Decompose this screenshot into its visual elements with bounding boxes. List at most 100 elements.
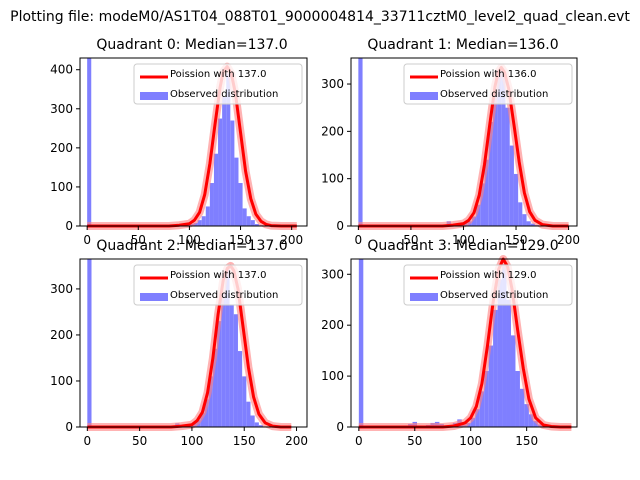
histogram-bar [530,223,535,226]
legend-hist-swatch [140,92,168,100]
legend-box [403,264,573,306]
histogram-bar [205,206,210,226]
legend-fit-label: Poission with 137.0 [170,270,266,281]
histogram-bar [237,351,243,427]
histogram-bar [358,58,363,226]
histogram-bar [515,371,520,427]
legend-box [403,63,573,105]
histogram-bar [197,220,202,226]
x-tick-label: 0 [355,434,363,448]
histogram-bar [519,388,525,427]
subplot-quadrant-2: Quadrant 2: Median=137.0 0 50 100 150 200 0 10… [50,238,308,448]
histogram-bar [513,173,519,226]
histogram-bar [193,222,198,226]
histogram-bar [488,121,493,226]
histogram-bar [488,345,494,427]
histogram-bar [502,264,507,427]
y-tick-label: 100 [50,180,73,194]
histogram-bar [238,183,243,226]
histogram-bar [250,415,255,427]
x-tick-label: 150 [515,434,538,448]
legend-fit-label: Poission with 129.0 [440,270,536,281]
histogram-bar [506,299,511,427]
y-tick-label: 300 [321,77,344,91]
legend-hist-swatch [410,293,438,301]
histogram-bar [258,425,264,427]
histogram-bar [209,183,214,226]
histogram-bar [218,118,223,226]
histogram-bar [230,120,235,226]
y-tick-label: 0 [336,219,344,233]
histogram-bar [528,414,534,427]
histogram-bar [233,314,238,427]
y-tick-label: 300 [321,267,344,281]
histogram-bar [246,401,251,427]
legend-fit-label: Poission with 137.0 [170,69,266,80]
histogram-bar [242,376,247,427]
legend-hist-label: Observed distribution [440,290,548,301]
y-tick-label: 0 [65,219,73,233]
subplot-title: Quadrant 2: Median=137.0 [96,238,287,254]
y-tick-label: 100 [321,172,344,186]
histogram-bar [501,69,506,226]
legend-fit-label: Poission with 136.0 [440,69,536,80]
histogram-bar [518,202,523,226]
histogram-bar [217,321,222,427]
x-tick-label: 100 [178,233,201,247]
x-tick-label: 100 [459,434,482,448]
histogram-bar [471,216,477,226]
x-tick-label: 150 [229,233,252,247]
y-tick-label: 200 [321,318,344,332]
x-tick-label: 200 [285,434,308,448]
y-tick-label: 0 [65,420,73,434]
subplot-quadrant-1: Quadrant 1: Median=136.0 0 50 100 150 200 0 10… [321,37,580,247]
legend-box [133,264,303,306]
histogram-bar [242,208,247,226]
histogram-bar [221,293,226,427]
axes-frame [350,258,578,428]
y-tick-label: 100 [321,369,344,383]
histogram-bar [505,107,510,226]
y-tick-label: 300 [50,282,73,296]
histogram-bar [254,422,259,427]
subplot-title: Quadrant 3: Median=129.0 [367,238,558,254]
histogram-bar [522,214,527,226]
legend-hist-swatch [140,293,168,301]
histogram-bar [87,58,92,226]
x-tick-label: 0 [83,233,91,247]
subplot-title: Quadrant 1: Median=136.0 [367,37,558,53]
x-tick-label: 50 [403,233,418,247]
histogram-bar [476,204,481,226]
histogram-bar [234,157,239,226]
histogram-bar [526,221,531,226]
subplot-quadrant-0: Quadrant 0: Median=137.0 0 50 100 150 200 0 10… [50,37,308,247]
histogram-bar [475,409,480,427]
x-tick-label: 150 [233,434,256,448]
figure-suptitle: Plotting file: modeM0/AS1T04_088T01_9000… [10,9,630,25]
subplot-quadrant-3: Quadrant 3: Median=129.0 0 50 100 150 0 100 20… [321,238,578,448]
x-tick-label: 0 [84,434,92,448]
x-tick-label: 200 [557,233,580,247]
histogram-bar [254,224,259,226]
histogram-bar [470,417,476,427]
legend-hist-swatch [410,92,438,100]
y-tick-label: 200 [50,141,73,155]
histogram-bar [212,348,218,427]
legend-hist-label: Observed distribution [170,290,278,301]
histogram-bar [533,420,538,427]
y-tick-label: 200 [50,328,73,342]
histogram-bar [497,69,502,226]
histogram-bar [201,216,206,226]
histogram-bar [226,73,231,227]
histogram-bar [358,259,364,427]
x-tick-label: 200 [280,233,303,247]
histogram-bar [509,145,514,226]
histogram-bar [213,153,219,226]
x-tick-label: 50 [407,434,422,448]
histogram-bar [246,216,251,226]
legend-hist-label: Observed distribution [170,89,278,100]
histogram-bar [208,376,213,427]
histogram-bar [200,413,205,427]
histogram-bar [250,220,255,226]
